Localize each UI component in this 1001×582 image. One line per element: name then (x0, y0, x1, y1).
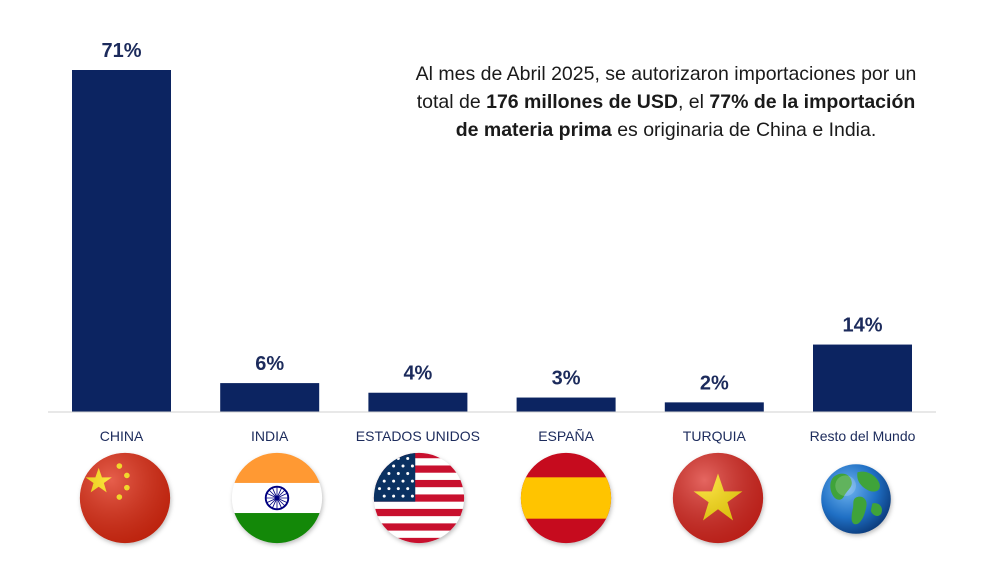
annotation-part-1: Al mes de Abril 2025, se autorizaron imp… (415, 63, 917, 113)
bar-india (220, 383, 320, 412)
value-label-china: 71% (101, 40, 141, 62)
value-label-resto-del-mundo: 14% (842, 315, 882, 337)
bar-resto-del-mundo (813, 344, 912, 412)
vietnam-flag-icon (671, 451, 765, 545)
category-label-china: CHINA (100, 428, 144, 444)
china-flag-icon (78, 451, 172, 545)
category-label-resto-del-mundo: Resto del Mundo (810, 428, 916, 444)
annotation-part-2: , el (677, 91, 710, 113)
annotation-bold-share: 77% de la importación de materia prima (455, 91, 916, 141)
bar-turquia (664, 402, 764, 412)
value-label-estados-unidos: 4% (403, 363, 432, 385)
globe-icon (819, 462, 893, 536)
bar-estados-unidos (368, 392, 468, 412)
annotation-part-3: es originaria de China e India. (611, 119, 877, 141)
category-label-turquia: TURQUIA (683, 428, 747, 444)
bar-chart: 71% 6% 4% 3% 2% 14% CHINA INDIA ESTADOS UNIDOS E… (48, 40, 936, 444)
category-label-india: INDIA (251, 428, 289, 444)
bar-españa (516, 397, 616, 412)
value-label-india: 6% (255, 353, 284, 375)
value-label-españa: 3% (552, 368, 581, 390)
india-flag-icon (230, 451, 324, 545)
annotation-text: Al mes de Abril 2025, se autorizaron imp… (412, 60, 920, 144)
bar-china (72, 70, 171, 412)
category-label-españa: ESPAÑA (538, 428, 594, 444)
value-label-turquia: 2% (700, 372, 729, 394)
bars (72, 70, 912, 412)
usa-flag-icon (372, 451, 466, 545)
category-label-estados-unidos: ESTADOS UNIDOS (356, 428, 480, 444)
spain-flag-icon (519, 451, 613, 545)
annotation-bold-amount: 176 millones de USD (486, 91, 678, 113)
